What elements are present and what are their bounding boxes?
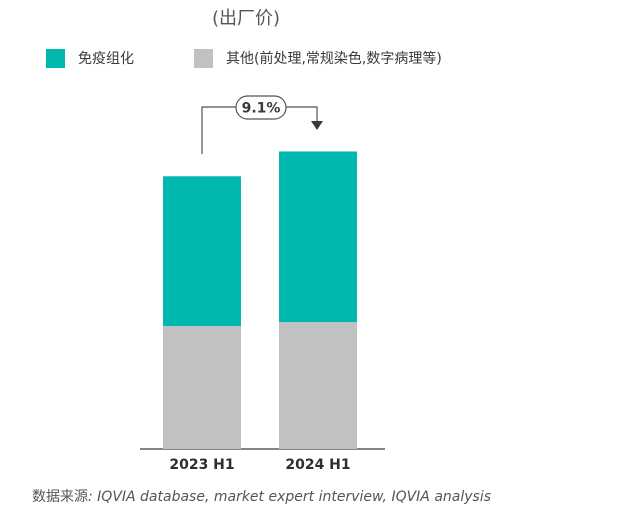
growth-arrow-path	[201, 106, 318, 154]
legend-label-other: 其他(前处理,常规染色,数字病理等)	[226, 51, 442, 67]
growth-label: 9.1%	[242, 101, 281, 117]
bar-ihc-1	[163, 176, 241, 327]
growth-label-bubble	[235, 95, 287, 120]
x-tick-labels: 2023 H1 2024 H1	[169, 457, 350, 473]
legend-label-ihc: 免疫组化	[78, 51, 134, 67]
legend-swatch-other	[194, 48, 213, 68]
source-text: : IQVIA database, market expert intervie…	[88, 489, 492, 505]
bars-group	[163, 151, 357, 449]
bar-other-1	[163, 326, 241, 449]
bar-other-2	[279, 322, 357, 449]
chart-subtitle: (出厂价)	[212, 8, 281, 29]
legend-item-ihc: 免疫组化	[46, 48, 134, 68]
legend-item-other: 其他(前处理,常规染色,数字病理等)	[194, 48, 442, 68]
bar-ihc-2	[279, 151, 357, 323]
source-prefix: 数据来源	[32, 489, 88, 505]
x-tick-label-1: 2023 H1	[169, 457, 234, 473]
growth-arrow-head	[311, 121, 323, 130]
legend: 免疫组化 其他(前处理,常规染色,数字病理等)	[0, 46, 618, 72]
source-note: 数据来源: IQVIA database, market expert inte…	[32, 486, 491, 506]
legend-swatch-ihc	[46, 48, 65, 68]
x-tick-label-2: 2024 H1	[285, 457, 350, 473]
